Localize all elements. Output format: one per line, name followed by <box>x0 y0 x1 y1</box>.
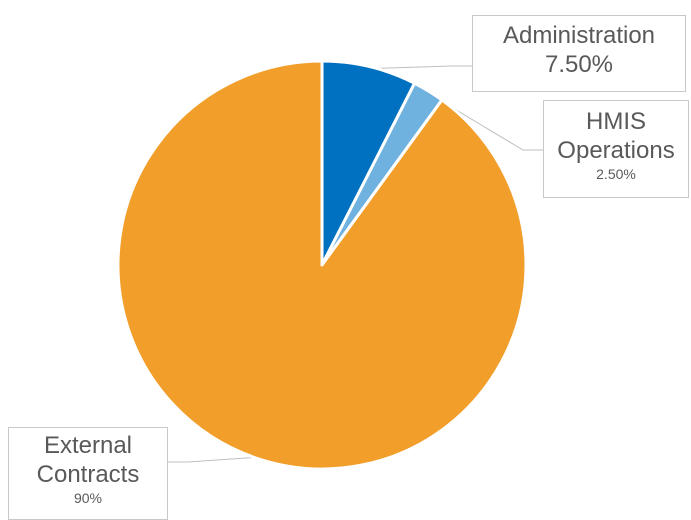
pie-slices <box>116 59 528 471</box>
pie-slice-administration <box>320 59 417 267</box>
label-administration-name: Administration <box>502 22 656 49</box>
leader-lines <box>168 65 543 463</box>
data-label-external-contracts: External Contracts 90% <box>8 427 168 520</box>
label-external-name-line1: External <box>43 432 133 459</box>
label-administration-value: 7.50% <box>544 51 614 78</box>
leader-line-hmis-operations <box>427 92 543 151</box>
label-hmis-value: 2.50% <box>596 166 636 182</box>
leader-line-administration <box>369 65 472 70</box>
label-hmis-name-line1: HMIS <box>586 108 646 135</box>
label-hmis-name-line2: Operations <box>557 137 675 164</box>
label-external-value: 90% <box>73 490 103 506</box>
pie-slice-external-contracts <box>116 59 528 471</box>
data-label-hmis-operations: HMIS Operations 2.50% <box>543 100 689 198</box>
label-external-name-line2: Contracts <box>36 461 140 488</box>
data-label-administration: Administration 7.50% <box>472 15 686 92</box>
leader-line-external-contracts <box>168 456 260 463</box>
